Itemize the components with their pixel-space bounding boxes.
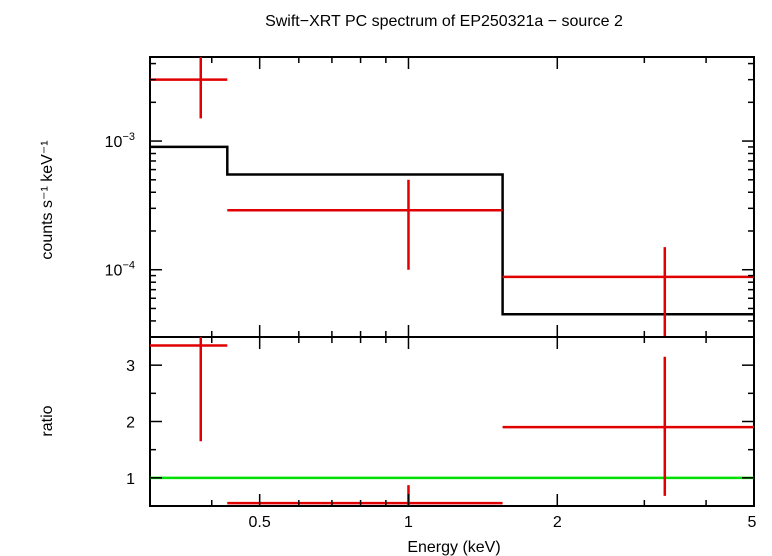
top-y-tick-label-1: 10−4 [105,260,135,280]
bottom-panel-frame [149,336,755,507]
x-tick-label-2: 2 [553,514,562,531]
top-panel-frame [149,56,755,338]
bottom-y-tick-label-2: 3 [126,358,135,375]
bottom-data-points [150,337,754,506]
chart-title: Swift−XRT PC spectrum of EP250321a − sou… [265,13,623,30]
bottom-panel: 1 2 3 ratio [39,336,755,507]
x-tick-label-0: 0.5 [249,514,271,531]
top-y-tick-label-0: 10−3 [105,131,135,151]
top-y-tick-labels: 10−3 10−4 [105,131,135,280]
x-axis-label: Energy (keV) [407,539,500,556]
bottom-y-tick-labels: 1 2 3 [126,358,135,488]
x-tick-labels: 0.5 1 2 5 [249,514,757,531]
bottom-axis-ticks [149,336,755,507]
bottom-y-tick-label-1: 2 [126,415,135,432]
top-data-points [150,57,754,337]
model-histogram [150,145,754,316]
x-tick-label-1: 1 [404,514,413,531]
bottom-y-tick-label-0: 1 [126,471,135,488]
bottom-y-axis-label: ratio [39,405,56,436]
model-line [150,145,754,316]
top-y-axis-label: counts s⁻¹ keV⁻¹ [39,140,56,259]
top-panel: 10−3 10−4 counts s⁻¹ keV⁻¹ [39,56,755,338]
x-tick-label-3: 5 [748,514,757,531]
top-axis-ticks [149,57,755,338]
